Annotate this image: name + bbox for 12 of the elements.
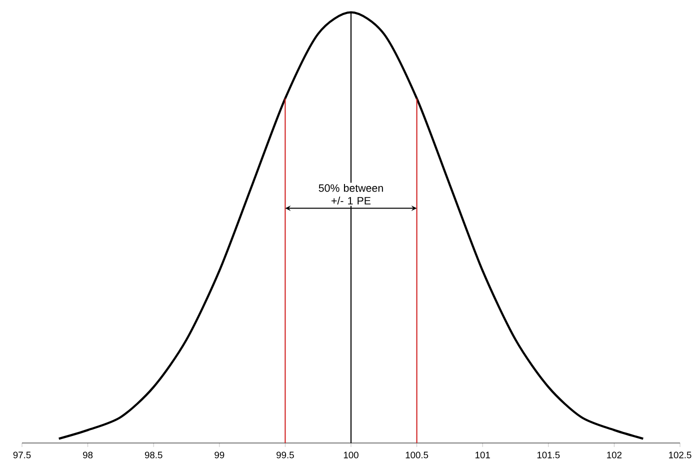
x-tick-label: 99.5	[276, 452, 294, 458]
x-tick-label: 100.5	[406, 452, 428, 458]
x-tick-label: 97.5	[13, 452, 31, 458]
x-tick-label: 102.5	[669, 452, 692, 458]
x-tick-label: 98	[83, 452, 93, 458]
x-tick-label: 98.5	[144, 452, 162, 458]
annotation: 50% between +/- 1 PE	[318, 184, 383, 205]
x-tick-label: 99	[214, 452, 224, 458]
x-tick-label: 100	[344, 452, 358, 458]
x-tick-label: 102	[607, 452, 622, 458]
x-tick-label: 101.5	[537, 452, 560, 458]
x-tick-label: 101	[476, 452, 490, 458]
